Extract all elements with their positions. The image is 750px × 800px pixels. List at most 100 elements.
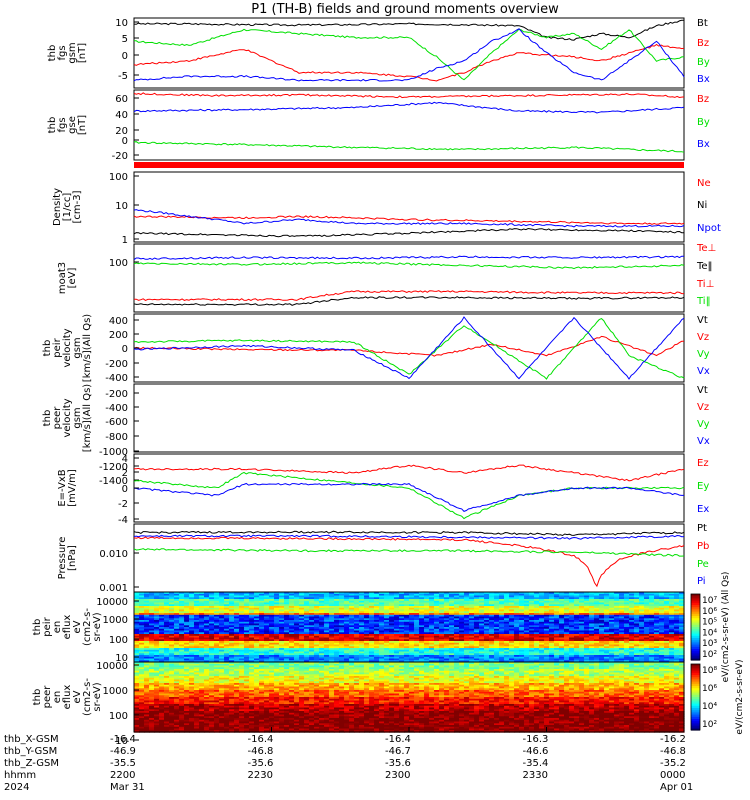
spectrogram-cell xyxy=(264,653,270,656)
spectrogram-cell xyxy=(569,630,575,633)
spectrogram-cell xyxy=(299,620,305,623)
spectrogram-cell xyxy=(634,593,640,597)
spectrogram-cell xyxy=(469,649,475,653)
spectrogram-cell xyxy=(479,637,485,640)
spectrogram-cell xyxy=(389,613,395,616)
spectrogram-cell xyxy=(229,599,235,602)
spectrogram-cell xyxy=(649,595,655,598)
spectrogram-cell xyxy=(599,658,605,661)
spectrogram-cell xyxy=(254,665,260,668)
spectrogram-cell xyxy=(214,634,220,637)
spectrogram-cell xyxy=(524,649,530,653)
spectrogram-cell xyxy=(179,635,185,639)
spectrogram-cell xyxy=(549,604,555,607)
spectrogram-cell xyxy=(649,642,655,646)
spectrogram-cell xyxy=(599,656,605,660)
spectrogram-cell xyxy=(404,662,410,665)
spectrogram-cell xyxy=(139,595,145,598)
spectrogram-cell xyxy=(669,637,675,640)
spectrogram-cell xyxy=(179,600,185,604)
spectrogram-cell xyxy=(269,607,275,611)
spectrogram-cell xyxy=(254,599,260,602)
spectrogram-cell xyxy=(564,642,570,646)
spectrogram-cell xyxy=(534,653,540,656)
spectrogram-cell xyxy=(494,662,500,665)
spectrogram-cell xyxy=(649,611,655,614)
spectrogram-cell xyxy=(644,616,650,619)
spectrogram-cell xyxy=(194,655,200,658)
spectrogram-cell xyxy=(154,642,160,646)
spectrogram-cell xyxy=(309,614,315,618)
spectrogram-cell xyxy=(544,655,550,658)
spectrogram-cell xyxy=(584,602,590,605)
spectrogram-cell xyxy=(559,625,565,628)
spectrogram-cell xyxy=(559,653,565,656)
spectrogram-cell xyxy=(519,656,525,660)
spectrogram-cell xyxy=(149,653,155,656)
spectrogram-cell xyxy=(224,618,230,621)
spectrogram-cell xyxy=(284,646,290,649)
spectrogram-cell xyxy=(609,639,615,642)
spectrogram-cell xyxy=(659,635,665,639)
y-tick-label: 1000 xyxy=(103,615,128,626)
spectrogram-cell xyxy=(524,632,530,635)
spectrogram-cell xyxy=(234,644,240,647)
spectrogram-cell xyxy=(229,609,235,612)
spectrogram-cell xyxy=(519,593,525,597)
spectrogram-cell xyxy=(404,663,410,667)
spectrogram-cell xyxy=(574,656,580,660)
spectrogram-cell xyxy=(399,630,405,633)
spectrogram-cell xyxy=(414,655,420,658)
spectrogram-cell xyxy=(494,592,500,595)
spectrogram-cell xyxy=(539,602,545,605)
y-axis-label: thb xyxy=(32,619,43,636)
spectrogram-cell xyxy=(599,649,605,653)
spectrogram-cell xyxy=(399,635,405,639)
spectrogram-cell xyxy=(409,641,415,644)
spectrogram-cell xyxy=(199,656,205,660)
spectrogram-cell xyxy=(609,609,615,612)
spectrogram-cell xyxy=(344,653,350,656)
spectrogram-cell xyxy=(264,655,270,658)
spectrogram-cell xyxy=(504,637,510,640)
spectrogram-cell xyxy=(519,644,525,647)
spectrogram-cell xyxy=(134,616,140,619)
spectrogram-cell xyxy=(644,623,650,626)
spectrogram-cell xyxy=(569,621,575,625)
spectrogram-cell xyxy=(239,641,245,644)
spectrogram-cell xyxy=(639,642,645,646)
spectrogram-cell xyxy=(544,595,550,598)
y-axis-label: peir xyxy=(52,337,63,357)
spectrogram-cell xyxy=(159,635,165,639)
spectrogram-cell xyxy=(344,635,350,639)
spectrogram-cell xyxy=(669,618,675,621)
spectrogram-cell xyxy=(404,604,410,607)
spectrogram-cell xyxy=(394,602,400,605)
spectrogram-cell xyxy=(539,618,545,621)
spectrogram-cell xyxy=(474,597,480,600)
spectrogram-cell xyxy=(279,656,285,660)
spectrogram-cell xyxy=(204,662,210,665)
spectrogram-cell xyxy=(559,658,565,661)
spectrogram-cell xyxy=(469,606,475,609)
spectrogram-cell xyxy=(464,614,470,618)
spectrogram-cell xyxy=(239,602,245,605)
spectrogram-cell xyxy=(634,648,640,651)
spectrogram-cell xyxy=(199,651,205,654)
spectrogram-cell xyxy=(154,623,160,626)
spectrogram-cell xyxy=(199,637,205,640)
spectrogram-cell xyxy=(534,651,540,654)
spectrogram-cell xyxy=(659,639,665,642)
spectrogram-cell xyxy=(349,655,355,658)
spectrogram-cell xyxy=(259,662,265,665)
spectrogram-cell xyxy=(479,656,485,660)
spectrogram-cell xyxy=(484,593,490,597)
spectrogram-cell xyxy=(644,662,650,665)
spectrogram-cell xyxy=(569,644,575,647)
spectrogram-cell xyxy=(174,656,180,660)
spectrogram-cell xyxy=(409,627,415,630)
spectrogram-cell xyxy=(414,609,420,612)
spectrogram-cell xyxy=(609,618,615,621)
spectrogram-cell xyxy=(594,606,600,609)
spectrogram-cell xyxy=(544,616,550,619)
